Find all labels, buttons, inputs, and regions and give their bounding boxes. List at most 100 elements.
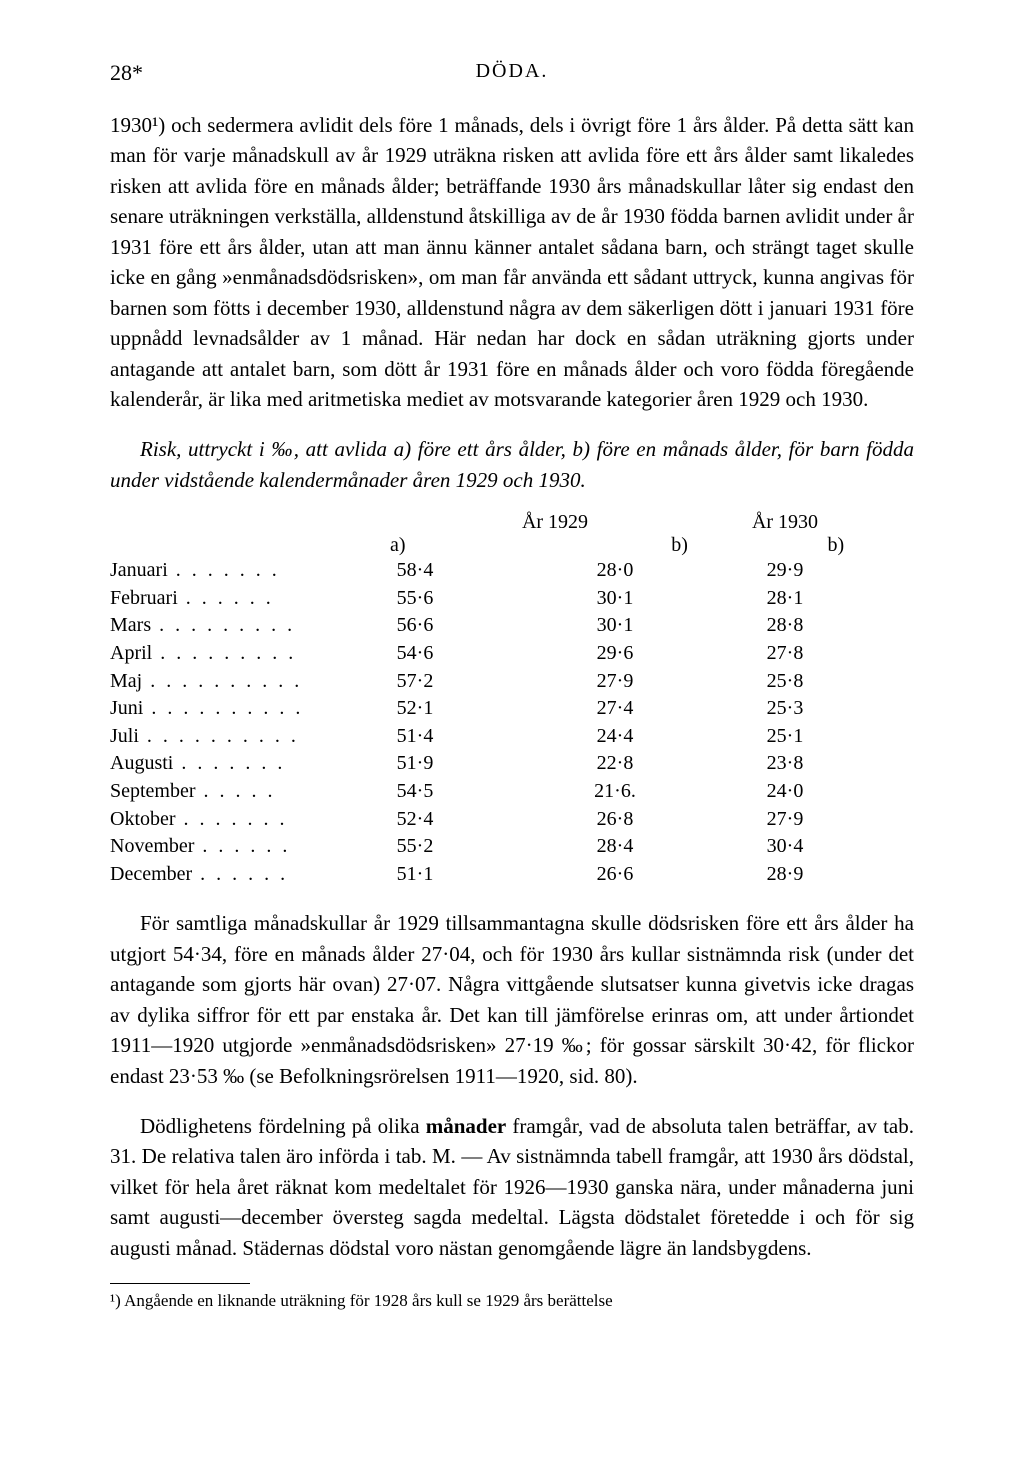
value-b1: 27·4: [530, 695, 700, 723]
month-name: Juli: [110, 725, 139, 747]
value-b1: 27·9: [530, 668, 700, 696]
table-row: Augusti . . . . . . . 51·922·823·8: [110, 750, 914, 778]
month-cell: Juni . . . . . . . . . .: [110, 695, 300, 723]
month-cell: Juli . . . . . . . . . .: [110, 723, 300, 751]
leader-dots: . . . . . .: [194, 835, 290, 857]
leader-dots: . . . . . . . . .: [152, 642, 296, 664]
table-row: Maj . . . . . . . . . . . 57·227·925·8: [110, 668, 914, 696]
month-cell: September . . . . .: [110, 778, 300, 806]
leader-dots: . . . . . . .: [173, 752, 285, 774]
month-cell: Augusti . . . . . . .: [110, 750, 300, 778]
table-row: Januari . . . . . . . 58·428·029·9: [110, 557, 914, 585]
value-b1: 30·1: [530, 612, 700, 640]
leader-dots: . . . . . . . . . .: [139, 725, 299, 747]
leader-dots: . . . . .: [196, 780, 276, 802]
table-body: Januari . . . . . . . 58·428·029·9Februa…: [110, 557, 914, 888]
value-b1: 24·4: [530, 723, 700, 751]
leader-dots: . . . . . . .: [176, 808, 288, 830]
month-name: November: [110, 835, 194, 857]
table-caption: Risk, uttryckt i ‰, att avlida a) före e…: [110, 434, 914, 495]
value-b2: 25·3: [700, 695, 870, 723]
value-a: 52·4: [300, 806, 530, 834]
month-name: Juni: [110, 697, 143, 719]
value-b2: 28·9: [700, 861, 870, 889]
table-row: December . . . . . . 51·126·628·9: [110, 861, 914, 889]
table-row: Februari . . . . . . 55·630·128·1: [110, 585, 914, 613]
value-a: 51·4: [300, 723, 530, 751]
leader-dots: . . . . . . . . . .: [151, 614, 300, 636]
paragraph-2: För samtliga månadskullar år 1929 tillsa…: [110, 908, 914, 1091]
paragraph-3: Dödlighetens fördelning på olika månader…: [110, 1111, 914, 1263]
leader-dots: . . . . . . . . . .: [143, 697, 300, 719]
table-row: Oktober . . . . . . . 52·426·827·9: [110, 806, 914, 834]
leader-dots: . . . . . .: [192, 863, 288, 885]
value-b1: 28·4: [530, 833, 700, 861]
value-a: 55·2: [300, 833, 530, 861]
value-a: 55·6: [300, 585, 530, 613]
month-name: Maj: [110, 670, 142, 692]
page-number: 28*: [110, 60, 143, 86]
value-a: 52·1: [300, 695, 530, 723]
value-b2: 27·9: [700, 806, 870, 834]
month-cell: Januari . . . . . . .: [110, 557, 300, 585]
value-b1: 22·8: [530, 750, 700, 778]
table-year-headers: År 1929 År 1930: [300, 511, 914, 534]
month-cell: Februari . . . . . .: [110, 585, 300, 613]
value-a: 56·6: [300, 612, 530, 640]
value-b1: 28·0: [530, 557, 700, 585]
table-row: Juni . . . . . . . . . . 52·127·425·3: [110, 695, 914, 723]
sub-header-a: a): [300, 534, 601, 557]
month-cell: Mars . . . . . . . . . .: [110, 612, 300, 640]
value-a: 57·2: [300, 668, 530, 696]
month-cell: Maj . . . . . . . . . . .: [110, 668, 300, 696]
month-name: April: [110, 642, 152, 664]
month-cell: November . . . . . .: [110, 833, 300, 861]
footnote-separator: [110, 1283, 250, 1284]
value-b1: 21·6.: [530, 778, 700, 806]
value-b1: 26·6: [530, 861, 700, 889]
month-name: Februari: [110, 587, 178, 609]
month-name: Oktober: [110, 808, 176, 830]
month-name: Januari: [110, 559, 168, 581]
value-b2: 23·8: [700, 750, 870, 778]
header-title: DÖDA.: [476, 60, 549, 83]
table-row: April . . . . . . . . . 54·629·627·8: [110, 640, 914, 668]
sub-header-b1: b): [601, 534, 757, 557]
month-cell: April . . . . . . . . .: [110, 640, 300, 668]
value-b2: 25·8: [700, 668, 870, 696]
page: 28* DÖDA. 1930¹) och sedermera avlidit d…: [0, 0, 1024, 1463]
value-a: 54·6: [300, 640, 530, 668]
paragraph-1: 1930¹) och sedermera avlidit dels före 1…: [110, 110, 914, 414]
para3-part1: Dödlighetens fördelning på olika: [140, 1114, 426, 1138]
value-b2: 28·1: [700, 585, 870, 613]
year-1930-header: År 1930: [700, 511, 870, 534]
month-name: September: [110, 780, 196, 802]
value-b2: 27·8: [700, 640, 870, 668]
table-row: November . . . . . . 55·228·430·4: [110, 833, 914, 861]
value-b1: 29·6: [530, 640, 700, 668]
para3-bold: månader: [426, 1114, 507, 1138]
value-b2: 29·9: [700, 557, 870, 585]
value-b2: 28·8: [700, 612, 870, 640]
month-name: Augusti: [110, 752, 173, 774]
page-header: 28* DÖDA.: [110, 60, 914, 86]
value-b2: 25·1: [700, 723, 870, 751]
value-b1: 26·8: [530, 806, 700, 834]
value-a: 54·5: [300, 778, 530, 806]
leader-dots: . . . . . .: [178, 587, 274, 609]
table-row: Mars . . . . . . . . . . 56·630·128·8: [110, 612, 914, 640]
value-b1: 30·1: [530, 585, 700, 613]
sub-header-b2: b): [758, 534, 914, 557]
table-row: Juli . . . . . . . . . . 51·424·425·1: [110, 723, 914, 751]
month-name: December: [110, 863, 192, 885]
month-cell: December . . . . . .: [110, 861, 300, 889]
month-cell: Oktober . . . . . . .: [110, 806, 300, 834]
footnote: ¹) Angående en liknande uträkning för 19…: [110, 1290, 914, 1312]
value-a: 51·1: [300, 861, 530, 889]
mortality-table: År 1929 År 1930 a) b) b) Januari . . . .…: [110, 511, 914, 888]
month-name: Mars: [110, 614, 151, 636]
year-1929-header: År 1929: [470, 511, 640, 534]
value-a: 51·9: [300, 750, 530, 778]
table-sub-headers: a) b) b): [300, 534, 914, 557]
value-a: 58·4: [300, 557, 530, 585]
